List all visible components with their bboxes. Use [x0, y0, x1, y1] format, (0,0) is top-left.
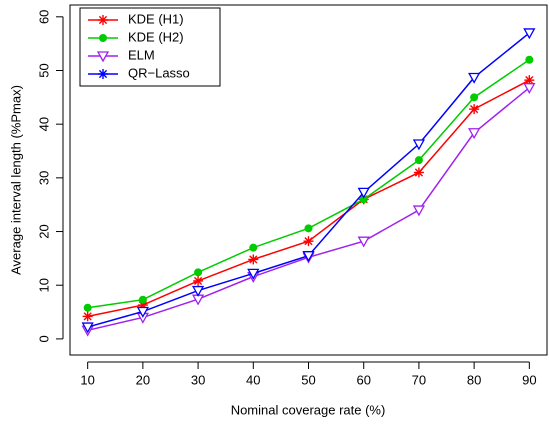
asterisk-stroke — [98, 69, 108, 79]
point — [194, 268, 203, 277]
point — [412, 205, 426, 217]
point — [304, 224, 313, 233]
y-tick-label: 10 — [36, 278, 51, 292]
asterisk-stroke — [98, 15, 108, 25]
point — [468, 72, 481, 84]
asterisk-stroke — [249, 255, 258, 264]
plot-box — [69, 4, 548, 356]
x-tick-label: 70 — [412, 372, 426, 387]
point — [96, 51, 110, 63]
asterisk-stroke — [304, 237, 313, 246]
y-axis-title: Average interval length (%Pmax) — [8, 85, 23, 275]
legend-label: QR−Lasso — [128, 65, 190, 80]
point — [81, 322, 94, 334]
point — [470, 93, 479, 102]
x-tick-label: 10 — [80, 372, 94, 387]
point — [191, 285, 205, 297]
point — [359, 195, 368, 204]
y-tick-label: 30 — [36, 171, 51, 185]
series-line — [87, 79, 530, 318]
point — [357, 236, 370, 248]
point — [523, 83, 536, 95]
point — [98, 69, 108, 79]
asterisk-stroke — [414, 168, 424, 177]
point — [193, 275, 204, 286]
x-tick-label: 30 — [191, 372, 205, 387]
point — [469, 104, 480, 115]
asterisk-stroke — [470, 105, 479, 114]
point — [99, 34, 107, 42]
x-tick-label: 20 — [136, 372, 150, 387]
point — [248, 254, 259, 265]
y-tick-label: 20 — [36, 224, 51, 238]
point — [357, 187, 370, 199]
x-tick-label: 90 — [522, 372, 536, 387]
point — [524, 75, 535, 86]
legend-label: ELM — [128, 47, 155, 62]
series-line — [87, 59, 530, 309]
point — [247, 268, 260, 280]
asterisk-stroke — [525, 76, 534, 85]
x-tick-label: 60 — [356, 372, 370, 387]
point — [468, 128, 481, 140]
point — [413, 167, 424, 178]
point — [302, 251, 315, 263]
asterisk-stroke — [193, 276, 203, 286]
y-tick-label: 50 — [36, 63, 51, 77]
point — [523, 28, 536, 40]
asterisk-stroke — [83, 312, 92, 321]
x-tick-label: 40 — [246, 372, 260, 387]
y-tick-label: 0 — [36, 335, 51, 342]
point — [83, 303, 92, 312]
x-tick-label: 50 — [301, 372, 315, 387]
point — [138, 295, 147, 304]
y-tick-label: 60 — [36, 10, 51, 24]
x-axis-title: Nominal coverage rate (%) — [231, 402, 386, 417]
point — [98, 15, 108, 25]
legend-label: KDE (H1) — [128, 11, 184, 26]
point — [136, 306, 149, 318]
legend-label: KDE (H2) — [128, 29, 184, 44]
point — [303, 236, 314, 247]
y-tick-label: 40 — [36, 117, 51, 131]
x-tick-label: 80 — [467, 372, 481, 387]
point — [414, 156, 423, 165]
point — [525, 55, 534, 64]
point — [249, 243, 258, 252]
point — [82, 311, 93, 322]
point — [412, 139, 426, 151]
